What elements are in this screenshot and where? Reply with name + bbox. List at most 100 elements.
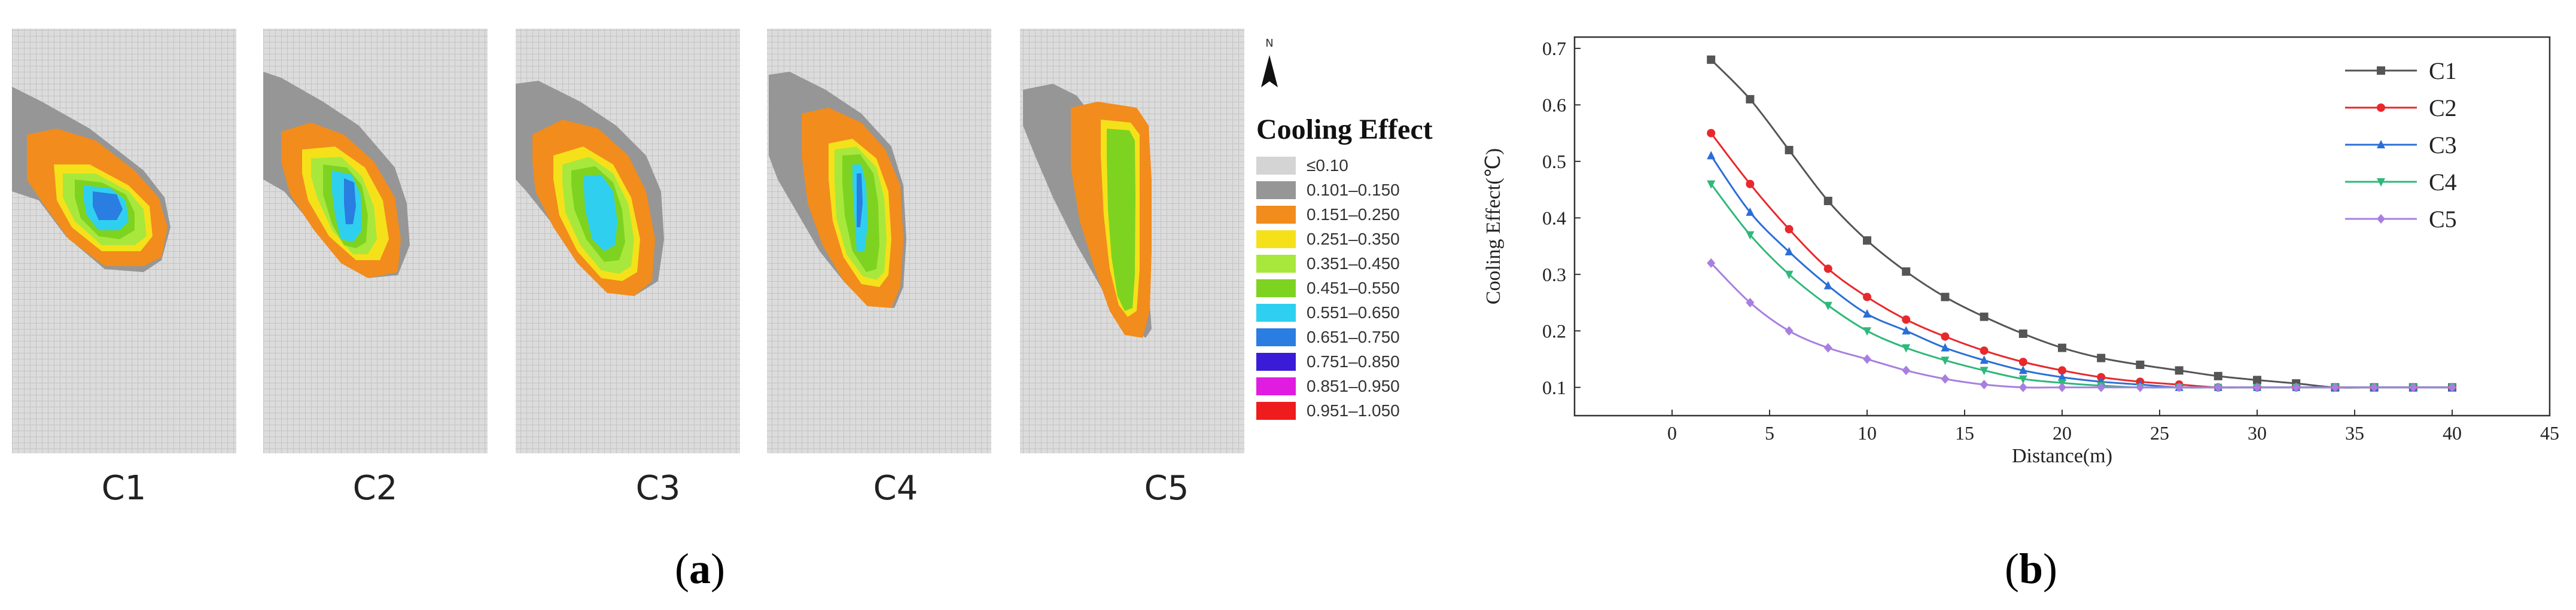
cooling-effect-legend: Cooling Effect ≤0.10 0.101–0.150 0.151–0.2… — [1256, 114, 1433, 420]
x-tick-label-8: 40 — [2443, 422, 2462, 444]
y-tick-label-2: 0.3 — [1542, 264, 1566, 285]
point-c4-8 — [2018, 375, 2027, 384]
point-c5-9 — [2058, 382, 2066, 392]
series-c4 — [1707, 180, 2456, 392]
point-c5-14 — [2253, 382, 2261, 392]
point-c5-5 — [1902, 365, 1911, 376]
point-c5-19 — [2448, 382, 2456, 392]
legend-label-6: 0.551–0.650 — [1307, 303, 1400, 322]
legend-swatch-6 — [1256, 304, 1296, 322]
legend-text-c3: C3 — [2429, 132, 2457, 158]
map-c5-zone-0451 — [1107, 129, 1135, 311]
map-c2: C2 — [263, 29, 488, 508]
point-c4-3 — [1823, 301, 1832, 310]
point-c1-11 — [2136, 360, 2145, 369]
point-c3-7 — [1980, 355, 1989, 364]
x-tick-label-7: 35 — [2345, 422, 2364, 444]
legend-marker-c5 — [2377, 214, 2385, 224]
panel-b-caption: (b) — [2005, 545, 2057, 593]
point-c5-17 — [2370, 382, 2379, 392]
legend-swatch-3 — [1256, 230, 1296, 248]
map-c1-label: C1 — [102, 469, 147, 508]
map-c3-zone-0551 — [583, 175, 617, 251]
map-c5: C5 — [1020, 29, 1244, 508]
legend-label-0: ≤0.10 — [1307, 156, 1348, 175]
legend-label-4: 0.351–0.450 — [1307, 254, 1400, 273]
point-c2-5 — [1902, 315, 1911, 324]
point-c3-9 — [2058, 372, 2066, 381]
point-c1-3 — [1823, 196, 1832, 205]
point-c1-12 — [2175, 366, 2184, 375]
legend-marker-c2 — [2377, 103, 2385, 112]
point-c1-1 — [1746, 94, 1755, 103]
point-c1-5 — [1902, 267, 1911, 276]
legend-items: ≤0.10 0.101–0.150 0.151–0.250 0.251–0.350 0.… — [1256, 156, 1400, 420]
map-c4-zone-0651 — [857, 173, 863, 227]
point-c2-7 — [1980, 346, 1989, 355]
legend-swatch-5 — [1256, 279, 1296, 297]
x-tick-label-1: 5 — [1765, 422, 1774, 444]
map-c2-zone-0651 — [344, 178, 356, 224]
series-line-c2 — [1710, 132, 2452, 389]
legend-label-7: 0.651–0.750 — [1307, 328, 1400, 346]
point-c5-18 — [2408, 382, 2417, 392]
map-c1: C1 — [12, 29, 236, 508]
series-c1 — [1707, 55, 2456, 392]
point-c1-2 — [1785, 145, 1794, 154]
point-c3-8 — [2018, 365, 2027, 374]
legend-swatch-10 — [1256, 402, 1296, 420]
point-c2-0 — [1707, 129, 1716, 138]
point-c1-0 — [1707, 55, 1716, 64]
point-c5-1 — [1746, 298, 1755, 308]
point-c5-11 — [2136, 382, 2145, 392]
point-c5-8 — [2018, 382, 2027, 392]
point-c1-13 — [2213, 371, 2222, 380]
y-tick-label-0: 0.1 — [1542, 377, 1566, 398]
y-tick-label-6: 0.7 — [1542, 38, 1566, 59]
x-tick-label-6: 30 — [2248, 422, 2267, 444]
plot-frame — [1573, 36, 2551, 417]
point-c1-4 — [1863, 236, 1871, 245]
point-c1-6 — [1941, 292, 1950, 301]
panel-a-caption-letter: a — [689, 545, 711, 593]
point-c3-1 — [1746, 207, 1755, 216]
point-c5-15 — [2292, 382, 2301, 392]
point-c3-5 — [1902, 326, 1911, 335]
x-tick-label-5: 25 — [2150, 422, 2169, 444]
x-tick-label-4: 20 — [2053, 422, 2072, 444]
point-c5-13 — [2213, 382, 2222, 392]
north-arrow: N — [1261, 37, 1278, 87]
legend-label-3: 0.251–0.350 — [1307, 230, 1400, 248]
legend-title: Cooling Effect — [1256, 114, 1433, 145]
point-c5-16 — [2331, 382, 2340, 392]
y-tick-label-5: 0.6 — [1542, 94, 1566, 115]
point-c4-5 — [1902, 344, 1911, 353]
x-axis-title: Distance(m) — [2012, 445, 2112, 467]
chart-series — [1707, 55, 2456, 392]
point-c2-9 — [2058, 366, 2066, 375]
series-line-c4 — [1710, 183, 2452, 389]
panel-b-chart: 0 5 10 15 20 25 30 35 40 450.10.20.30.40.50.60.7 … — [1482, 36, 2559, 467]
series-c3 — [1707, 151, 2456, 391]
x-tick-label-2: 10 — [1858, 422, 1877, 444]
point-c3-0 — [1707, 151, 1716, 160]
point-c2-2 — [1785, 225, 1794, 234]
north-arrow-icon — [1261, 55, 1278, 87]
x-tick-label-0: 0 — [1667, 422, 1677, 444]
point-c4-7 — [1980, 367, 1989, 376]
legend-swatch-2 — [1256, 206, 1296, 224]
point-c5-4 — [1863, 354, 1871, 364]
series-line-c1 — [1710, 59, 2452, 389]
panel-a-caption-close: ) — [711, 545, 725, 593]
legend-label-2: 0.151–0.250 — [1307, 205, 1400, 224]
point-c3-3 — [1823, 280, 1832, 289]
y-tick-label-3: 0.4 — [1542, 207, 1566, 228]
legend-swatch-0 — [1256, 157, 1296, 175]
map-c4: C4 — [767, 29, 991, 508]
y-axis-title: Cooling Effect(℃) — [1482, 148, 1505, 304]
legend-text-c2: C2 — [2429, 94, 2457, 121]
panel-a-caption-open: ( — [675, 545, 689, 593]
point-c1-14 — [2253, 376, 2261, 385]
point-c4-2 — [1785, 270, 1794, 279]
